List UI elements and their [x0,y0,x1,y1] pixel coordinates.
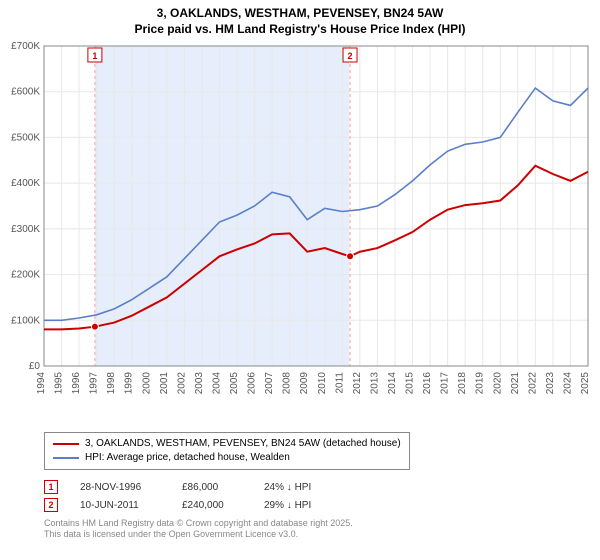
svg-text:2017: 2017 [440,372,451,395]
svg-text:£500K: £500K [11,132,40,143]
legend-swatch-icon [53,457,79,459]
legend-item-hpi: HPI: Average price, detached house, Weal… [53,451,401,465]
svg-text:1996: 1996 [71,372,82,395]
svg-text:2005: 2005 [229,372,240,395]
svg-text:1: 1 [92,51,97,61]
legend-swatch-icon [53,443,79,445]
svg-text:£300K: £300K [11,224,40,235]
marker-date: 10-JUN-2011 [80,500,160,511]
svg-text:£600K: £600K [11,87,40,98]
svg-text:2023: 2023 [545,372,556,395]
footer-line-2: This data is licensed under the Open Gov… [44,529,353,540]
marker-date: 28-NOV-1996 [80,482,160,493]
svg-text:2025: 2025 [580,372,591,395]
footer-line-1: Contains HM Land Registry data © Crown c… [44,518,353,529]
footer-attribution: Contains HM Land Registry data © Crown c… [44,518,353,541]
svg-text:1998: 1998 [106,372,117,395]
svg-text:1994: 1994 [36,372,47,395]
marker-price: £86,000 [182,482,242,493]
svg-text:2021: 2021 [510,372,521,395]
svg-text:£400K: £400K [11,178,40,189]
table-row: 1 28-NOV-1996 £86,000 24% ↓ HPI [44,478,344,496]
svg-text:1997: 1997 [89,372,100,395]
svg-text:2002: 2002 [176,372,187,395]
legend-label: 3, OAKLANDS, WESTHAM, PEVENSEY, BN24 5AW… [85,437,401,451]
svg-text:2018: 2018 [457,372,468,395]
legend-item-price-paid: 3, OAKLANDS, WESTHAM, PEVENSEY, BN24 5AW… [53,437,401,451]
marker-diff: 29% ↓ HPI [264,500,344,511]
svg-text:2015: 2015 [405,372,416,395]
svg-text:£200K: £200K [11,270,40,281]
title-line-1: 3, OAKLANDS, WESTHAM, PEVENSEY, BN24 5AW [0,6,600,22]
legend: 3, OAKLANDS, WESTHAM, PEVENSEY, BN24 5AW… [44,432,410,470]
svg-text:1999: 1999 [124,372,135,395]
svg-text:2003: 2003 [194,372,205,395]
marker-badge-icon: 2 [44,498,58,512]
svg-text:2022: 2022 [527,372,538,395]
svg-text:2000: 2000 [141,372,152,395]
svg-text:£100K: £100K [11,315,40,326]
svg-text:2009: 2009 [299,372,310,395]
svg-text:2020: 2020 [492,372,503,395]
svg-text:2: 2 [348,51,353,61]
table-row: 2 10-JUN-2011 £240,000 29% ↓ HPI [44,496,344,514]
svg-text:2016: 2016 [422,372,433,395]
svg-text:2014: 2014 [387,372,398,395]
svg-text:2024: 2024 [562,372,573,395]
marker-diff: 24% ↓ HPI [264,482,344,493]
svg-text:2006: 2006 [247,372,258,395]
svg-text:£700K: £700K [11,41,40,52]
marker-badge-icon: 1 [44,480,58,494]
svg-text:2012: 2012 [352,372,363,395]
svg-text:£0: £0 [29,361,41,372]
svg-text:2008: 2008 [282,372,293,395]
svg-text:2007: 2007 [264,372,275,395]
chart-svg: £0 £100K £200K £300K £400K £500K £600K £700K 199… [0,40,600,420]
svg-text:1995: 1995 [54,372,65,395]
svg-text:2013: 2013 [369,372,380,395]
legend-label: HPI: Average price, detached house, Weal… [85,451,290,465]
svg-text:2004: 2004 [211,372,222,395]
sale-marker-table: 1 28-NOV-1996 £86,000 24% ↓ HPI 2 10-JUN… [44,478,344,514]
chart-area: £0 £100K £200K £300K £400K £500K £600K £700K 199… [0,40,600,420]
marker-price: £240,000 [182,500,242,511]
chart-container: 3, OAKLANDS, WESTHAM, PEVENSEY, BN24 5AW… [0,0,600,560]
chart-title-block: 3, OAKLANDS, WESTHAM, PEVENSEY, BN24 5AW… [0,0,600,37]
svg-text:2011: 2011 [334,372,345,394]
svg-text:2010: 2010 [317,372,328,395]
svg-text:2001: 2001 [159,372,170,395]
title-line-2: Price paid vs. HM Land Registry's House … [0,22,600,38]
svg-text:2019: 2019 [475,372,486,395]
